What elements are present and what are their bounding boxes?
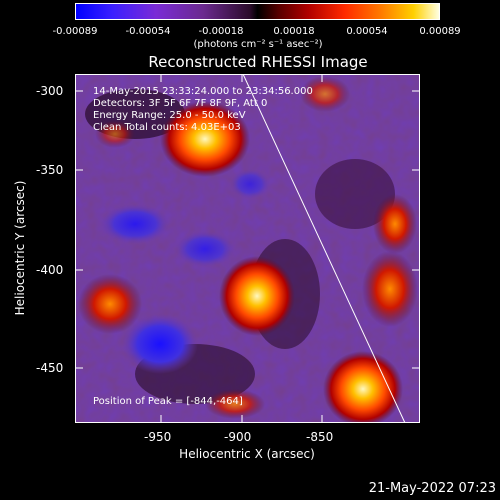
annotation-detectors: Detectors: 3F 5F 6F 7F 8F 9F, Att 0 [93,98,268,109]
solar-limb-line [242,73,406,424]
image-source [219,256,295,336]
y-tick-label: -350 [36,163,64,177]
footer-timestamp: 21-May-2022 07:23 [368,481,496,496]
colorbar-tick: 0.00054 [346,26,388,37]
annotation-energy: Energy Range: 25.0 - 50.0 keV [93,110,246,121]
colorbar-tick: -0.00018 [198,26,244,37]
colorbar-tick: 0.00089 [419,26,461,37]
colorbar-tick: -0.00054 [125,26,171,37]
image-source [205,389,265,419]
axis-ticks [75,74,420,423]
image-canvas [75,73,420,427]
x-tick-label: -900 [224,430,252,444]
image-plot-area: 14-May-2015 23:33:24.000 to 23:34:56.000… [75,73,420,427]
colorbar-tick: 0.00018 [273,26,315,37]
image-source [160,101,250,177]
annotation-peak: Position of Peak = [-844,-464] [93,396,243,407]
image-source [373,194,417,254]
colorbar [75,3,440,20]
image-source [362,251,418,327]
image-region [230,169,270,199]
annotation-clean: Clean Total counts: 4.03E+03 [93,122,241,133]
image-region [100,204,170,244]
plot-frame [75,74,420,423]
plot-title: Reconstructed RHESSI Image [148,53,368,71]
y-tick-label: -450 [36,361,64,375]
annotation-time-range: 14-May-2015 23:33:24.000 to 23:34:56.000 [93,86,313,97]
x-tick-label: -850 [306,430,334,444]
y-tick-label: -300 [36,84,64,98]
image-region [175,231,235,267]
image-source [323,351,403,427]
image-source [300,76,350,112]
x-axis-label: Heliocentric X (arcsec) [179,447,315,461]
image-source [95,120,135,148]
colorbar-tick: -0.00089 [52,26,98,37]
colorbar-unit-label: (photons cm⁻² s⁻¹ asec⁻²) [193,39,323,50]
x-tick-label: -950 [144,430,172,444]
y-tick-label: -400 [36,263,64,277]
image-region [315,159,395,229]
image-region [122,314,198,374]
y-axis-label: Heliocentric Y (arcsec) [13,180,27,316]
image-source [78,274,142,334]
